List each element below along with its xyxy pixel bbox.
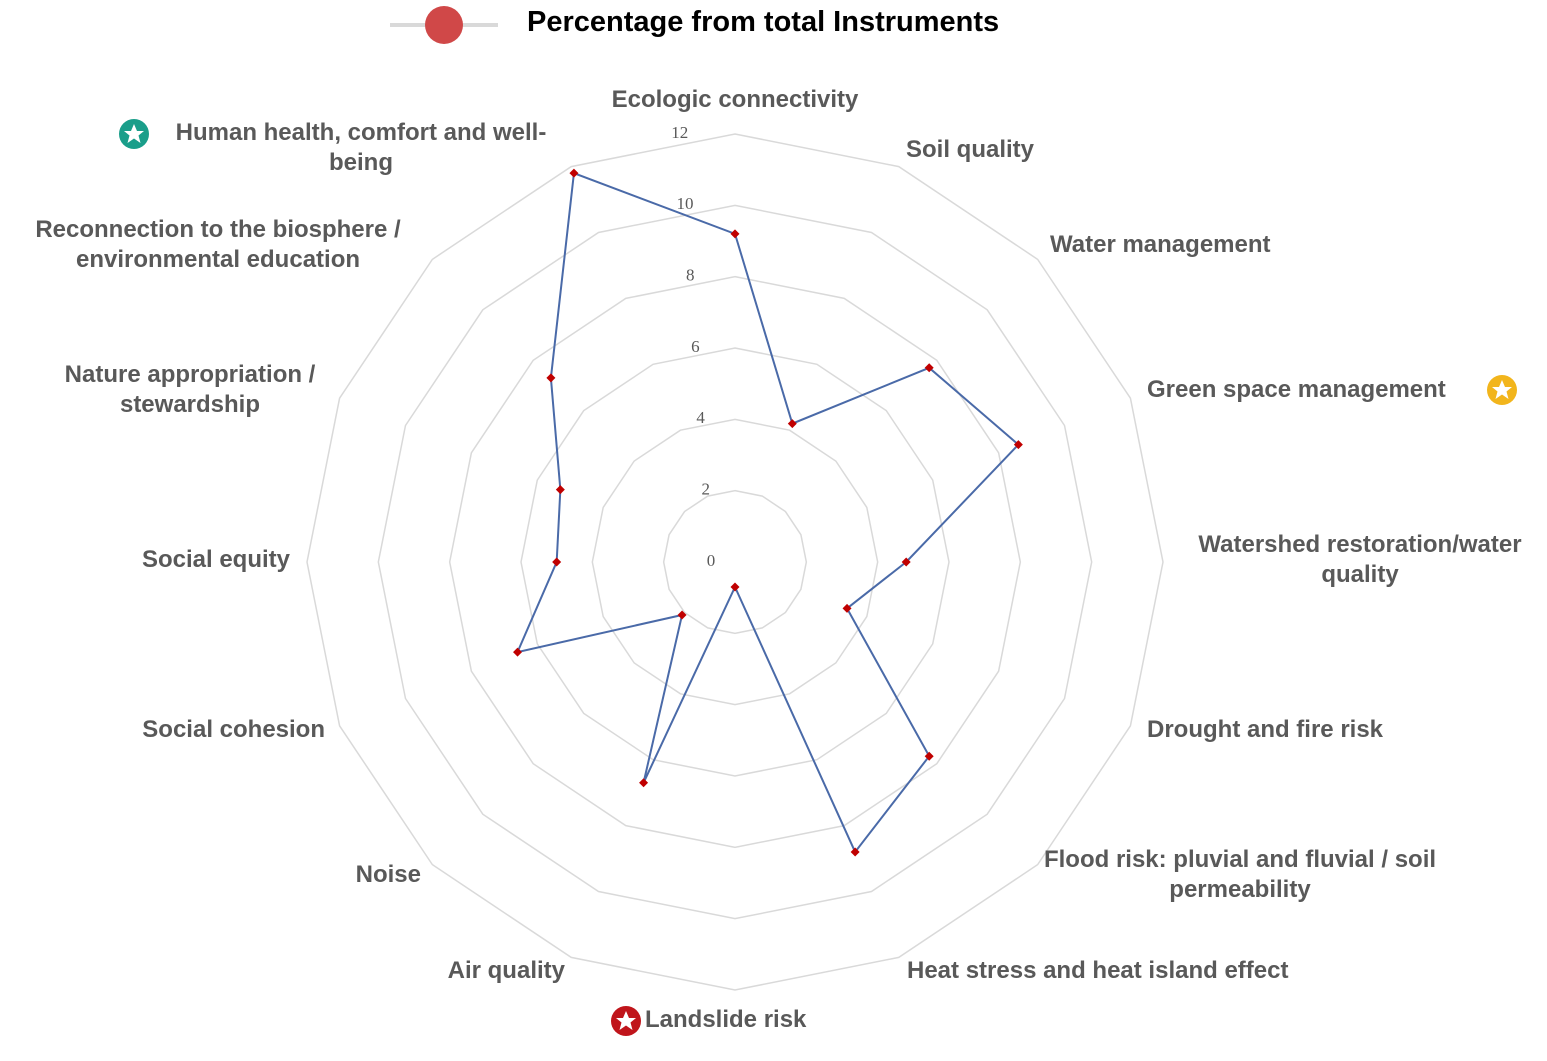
data-marker [677,610,687,620]
data-marker [546,373,556,383]
grid-ring [377,204,1093,920]
data-marker [569,168,579,178]
category-label: Green space management [1147,376,1446,403]
category-label: Soil quality [906,136,1035,163]
r-tick-label: 4 [696,408,705,427]
star-icon-red [611,1006,641,1036]
r-tick-label: 8 [686,266,695,285]
r-tick-label: 0 [707,551,716,570]
category-label: Watershed restoration/water quality [1198,531,1522,588]
legend-marker [425,6,463,44]
category-label: Drought and fire risk [1147,716,1384,743]
grid-ring [591,418,879,706]
data-marker [730,582,740,592]
data-marker [901,557,911,567]
data-marker [1013,440,1023,450]
category-label: Noise [355,861,421,888]
category-label: Landslide risk [645,1006,807,1033]
category-label: Water management [1050,231,1271,258]
category-label: Human health, comfort and well-being [175,119,547,176]
series-line [515,171,1020,854]
data-marker [513,647,523,657]
grid-ring [448,275,1022,849]
category-label: Social cohesion [142,716,325,743]
data-marker [552,557,562,567]
category-label: Ecologic connectivity [611,86,859,113]
grid-ring [662,489,808,635]
star-icon-yellow [1487,375,1517,405]
r-tick-label: 6 [691,337,700,356]
category-label: Heat stress and heat island effect [907,957,1289,984]
data-marker [730,229,740,239]
r-tick-label: 12 [671,123,688,142]
grid-ring [520,347,950,777]
r-tick-label: 2 [702,480,711,499]
r-tick-label: 10 [677,194,694,213]
data-marker [842,603,852,613]
category-label: Reconnection to the biosphere / environm… [35,216,401,273]
data-marker [924,751,934,761]
data-marker [850,847,860,857]
category-label: Air quality [447,957,565,984]
data-marker [924,363,934,373]
legend-label: Percentage from total Instruments [527,6,1000,38]
category-label: Flood risk: pluvial and fluvial / soil p… [1043,846,1437,903]
category-label: Social equity [141,546,290,573]
grid-ring [306,133,1164,991]
star-icon-teal [119,119,149,149]
data-marker [787,419,797,429]
data-marker [555,485,565,495]
category-label: Nature appropriation / stewardship [64,361,316,418]
data-marker [639,778,649,788]
